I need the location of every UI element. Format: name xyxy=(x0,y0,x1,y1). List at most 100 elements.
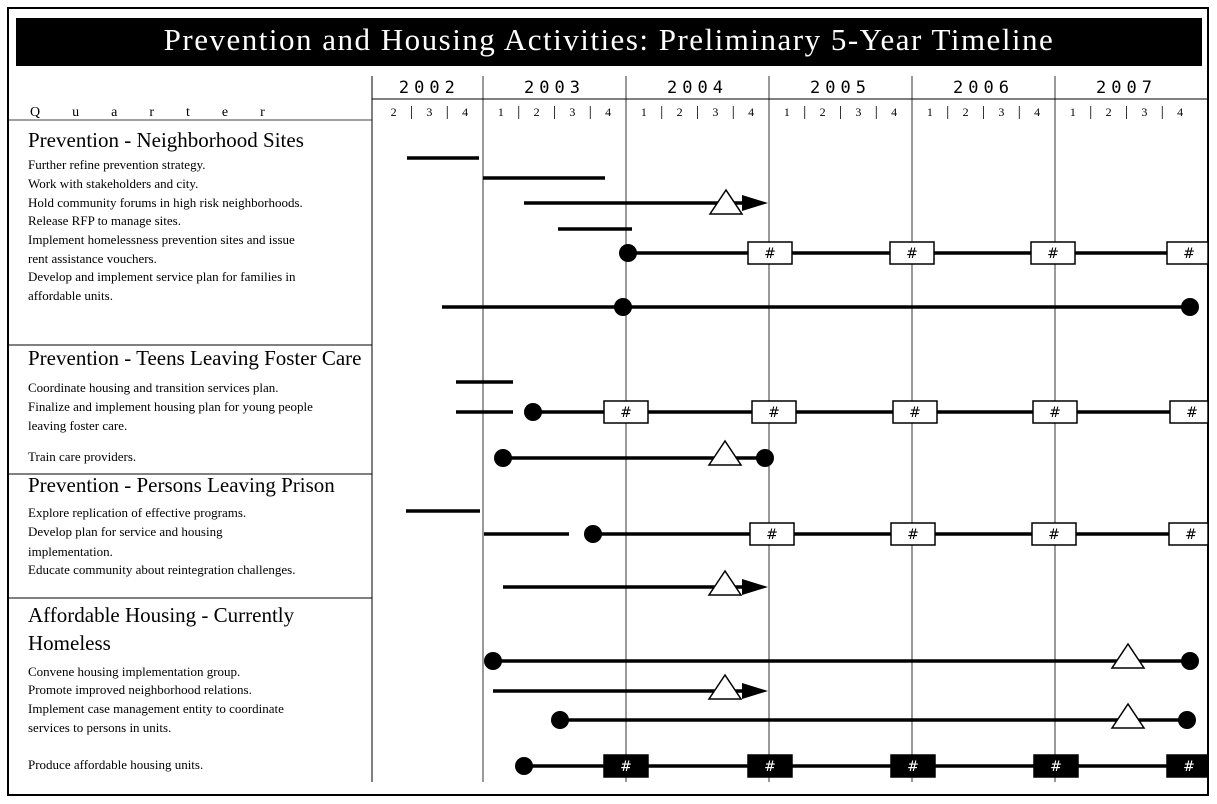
task-label: Convene housing implementation group. xyxy=(28,664,240,679)
milestone xyxy=(1169,400,1209,424)
section-heading: Prevention - Persons Leaving Prison xyxy=(28,473,335,497)
title: Prevention and Housing Activities: Preli… xyxy=(164,22,1055,57)
section-heading: Affordable Housing - Currently xyxy=(28,603,295,627)
milestone xyxy=(1030,241,1076,265)
dot xyxy=(524,403,542,421)
dot xyxy=(494,449,512,467)
quarter-label: 2 xyxy=(534,105,540,119)
arrowhead xyxy=(742,683,768,699)
quarter-label: Quarter xyxy=(30,105,297,120)
milestone xyxy=(890,522,936,546)
milestone-label: # xyxy=(764,759,776,775)
triangle xyxy=(708,188,744,215)
task-label: Develop and implement service plan for f… xyxy=(28,269,296,284)
quarter-label: 2 xyxy=(677,105,683,119)
quarter-label: 3 xyxy=(855,105,861,119)
dot xyxy=(614,298,632,316)
quarter-label: 1 xyxy=(784,105,790,119)
dot xyxy=(484,652,502,670)
triangle xyxy=(707,569,743,596)
dot xyxy=(1181,652,1199,670)
quarter-label: 3 xyxy=(712,105,718,119)
milestone-label: # xyxy=(1183,759,1195,775)
quarter-label: 1 xyxy=(1070,105,1076,119)
dot xyxy=(1178,711,1196,729)
section-heading: Homeless xyxy=(28,631,111,655)
quarter-label: 1 xyxy=(641,105,647,119)
year-label: 2005 xyxy=(810,78,871,98)
task-label: Promote improved neighborhood relations. xyxy=(28,682,252,697)
milestone-label: # xyxy=(1049,405,1061,421)
task-label: Release RFP to manage sites. xyxy=(28,213,181,228)
milestone-label: # xyxy=(1050,759,1062,775)
task-label: Work with stakeholders and city. xyxy=(28,176,198,191)
year-label: 2004 xyxy=(667,78,728,98)
task-label: Coordinate housing and transition servic… xyxy=(28,380,279,395)
milestone xyxy=(751,400,797,424)
milestone xyxy=(603,754,649,778)
triangle xyxy=(707,673,743,700)
milestone-label: # xyxy=(1186,405,1198,421)
task-label: Implement homelessness prevention sites … xyxy=(28,232,295,247)
milestone-label: # xyxy=(768,405,780,421)
milestone-label: # xyxy=(764,246,776,262)
year-label: 2006 xyxy=(953,78,1014,98)
title-bar xyxy=(16,18,1202,66)
milestone xyxy=(890,754,936,778)
milestone xyxy=(747,754,793,778)
milestone-label: # xyxy=(1185,527,1197,543)
section-heading: Prevention - Neighborhood Sites xyxy=(28,128,304,152)
quarter-label: 3 xyxy=(426,105,432,119)
milestone xyxy=(1166,754,1209,778)
milestone-label: # xyxy=(909,405,921,421)
task-label: affordable units. xyxy=(28,288,113,303)
quarter-label: 4 xyxy=(605,105,611,119)
milestone-label: # xyxy=(1048,527,1060,543)
milestone-label: # xyxy=(620,759,632,775)
milestone xyxy=(1033,754,1079,778)
milestone xyxy=(889,241,935,265)
milestone xyxy=(1166,241,1209,265)
dot xyxy=(1181,298,1199,316)
year-label: 2002 xyxy=(399,78,460,98)
quarter-label: 4 xyxy=(1034,105,1040,119)
year-label: 2003 xyxy=(524,78,585,98)
quarter-label: 3 xyxy=(1141,105,1147,119)
quarter-label: 4 xyxy=(1177,105,1183,119)
task-label: services to persons in units. xyxy=(28,720,171,735)
milestone xyxy=(603,400,649,424)
milestone xyxy=(892,400,938,424)
task-label: implementation. xyxy=(28,544,113,559)
task-label: leaving foster care. xyxy=(28,418,127,433)
quarter-label: 1 xyxy=(498,105,504,119)
milestone xyxy=(747,241,793,265)
task-label: Produce affordable housing units. xyxy=(28,757,203,772)
dot xyxy=(515,757,533,775)
dot xyxy=(619,244,637,262)
task-label: Develop plan for service and housing xyxy=(28,524,223,539)
task-label: Educate community about reintegration ch… xyxy=(28,562,296,577)
quarter-label: 2 xyxy=(1106,105,1112,119)
milestone-label: # xyxy=(1183,246,1195,262)
triangle xyxy=(707,439,743,466)
quarter-label: 1 xyxy=(927,105,933,119)
quarter-label: 3 xyxy=(998,105,1004,119)
quarter-label: 3 xyxy=(569,105,575,119)
milestone-label: # xyxy=(907,527,919,543)
arrowhead xyxy=(742,579,768,595)
task-label: Hold community forums in high risk neigh… xyxy=(28,195,303,210)
triangle xyxy=(1110,642,1146,669)
task-label: Explore replication of effective program… xyxy=(28,505,246,520)
task-label: rent assistance vouchers. xyxy=(28,251,157,266)
dot xyxy=(756,449,774,467)
task-label: Implement case management entity to coor… xyxy=(28,701,284,716)
triangle xyxy=(1110,702,1146,729)
milestone-label: # xyxy=(906,246,918,262)
task-label: Further refine prevention strategy. xyxy=(28,157,205,172)
arrowhead xyxy=(742,195,768,211)
milestone-label: # xyxy=(907,759,919,775)
dot xyxy=(551,711,569,729)
quarter-label: 2 xyxy=(963,105,969,119)
quarter-label: 4 xyxy=(748,105,754,119)
